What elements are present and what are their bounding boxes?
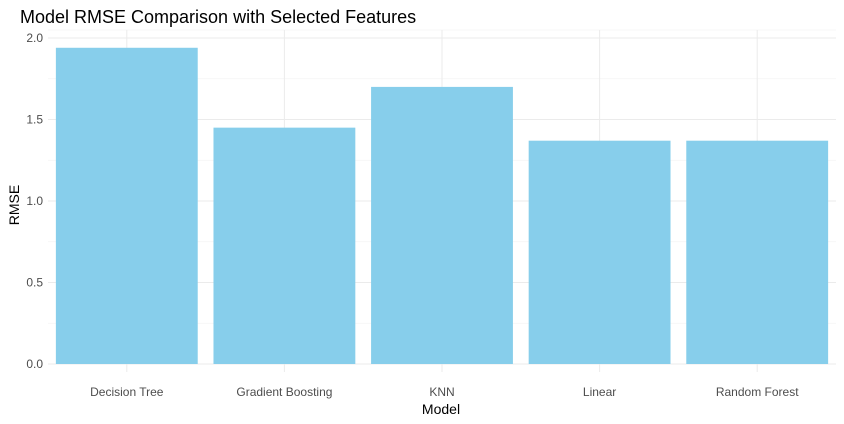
y-tick-label: 2.0 — [26, 31, 43, 45]
bar — [213, 127, 356, 365]
bar — [55, 47, 198, 364]
x-axis-title: Model — [422, 401, 460, 417]
x-tick-label: Linear — [583, 385, 616, 399]
x-tick-label: Gradient Boosting — [236, 385, 332, 399]
bar — [686, 140, 829, 364]
x-axis-ticks: Decision Tree Gradient Boosting KNN Linear R… — [90, 385, 799, 399]
x-tick-label: Decision Tree — [90, 385, 164, 399]
y-axis-ticks: 0.0 0.5 1.0 1.5 2.0 — [26, 31, 43, 371]
bar — [528, 140, 671, 364]
y-tick-label: 1.0 — [26, 194, 43, 208]
y-axis-title: RMSE — [6, 185, 22, 225]
bars — [55, 47, 829, 365]
x-tick-label: KNN — [429, 385, 454, 399]
chart-title: Model RMSE Comparison with Selected Feat… — [20, 7, 416, 27]
y-tick-label: 1.5 — [26, 113, 43, 127]
bar — [371, 86, 513, 365]
x-tick-label: Random Forest — [716, 385, 799, 399]
y-tick-label: 0.0 — [26, 357, 43, 371]
y-tick-label: 0.5 — [26, 276, 43, 290]
